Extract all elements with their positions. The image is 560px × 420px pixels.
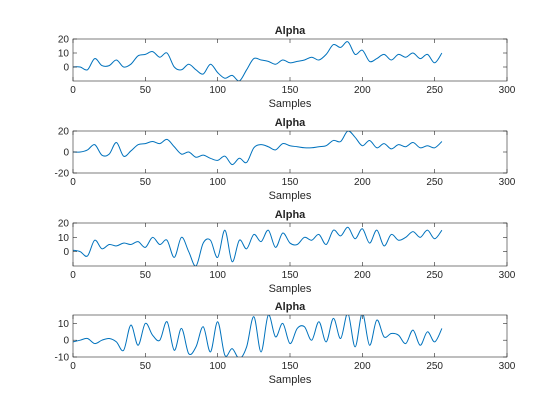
x-tick-label: 100 (209, 85, 226, 96)
x-axis-label: Samples (269, 283, 312, 295)
x-tick-label: 100 (209, 177, 226, 188)
series-line-1 (73, 226, 443, 266)
y-tick-label: 10 (58, 319, 70, 330)
x-tick-label: 50 (140, 177, 152, 188)
x-axis-label: Samples (269, 190, 312, 202)
x-tick-label: 150 (282, 85, 299, 96)
x-tick-label: 150 (282, 270, 299, 281)
subplot-title: Alpha (275, 117, 306, 129)
subplot-3: 0 50 100 150 200 250 300 0 10 20 Alpha Samples (58, 209, 516, 295)
y-tick-label: 0 (63, 247, 69, 258)
series-line-1 (73, 131, 443, 166)
x-axis-label: Samples (269, 374, 312, 386)
x-tick-label: 300 (499, 361, 516, 372)
x-tick-label: 0 (70, 270, 76, 281)
subplot-title: Alpha (275, 209, 306, 221)
x-tick-label: 300 (499, 270, 516, 281)
x-tick-label: 150 (282, 177, 299, 188)
y-tick-label: 20 (58, 127, 70, 138)
subplot-1: 0 50 100 150 200 250 300 0 10 20 Alpha Samples (58, 25, 516, 110)
x-tick-label: 250 (426, 270, 443, 281)
x-tick-label: 150 (282, 361, 299, 372)
y-tick-label: 20 (58, 35, 70, 46)
series-line-1 (73, 41, 443, 81)
x-tick-label: 50 (140, 270, 152, 281)
x-tick-label: 50 (140, 361, 152, 372)
y-tick-label: 20 (58, 219, 70, 230)
subplot-title: Alpha (275, 301, 306, 313)
x-tick-label: 100 (209, 361, 226, 372)
x-tick-label: 300 (499, 85, 516, 96)
x-tick-label: 250 (426, 85, 443, 96)
y-tick-label: 0 (63, 336, 69, 347)
x-tick-label: 0 (70, 361, 76, 372)
y-tick-label: -10 (55, 353, 70, 364)
x-tick-label: 200 (354, 361, 371, 372)
y-tick-label: 10 (58, 233, 70, 244)
y-tick-label: -20 (55, 169, 70, 180)
x-tick-label: 0 (70, 177, 76, 188)
x-tick-label: 250 (426, 361, 443, 372)
x-tick-label: 200 (354, 270, 371, 281)
x-tick-label: 200 (354, 85, 371, 96)
series-line-1 (73, 315, 443, 357)
x-axis-label: Samples (269, 98, 312, 110)
y-tick-label: 0 (63, 63, 69, 74)
x-tick-label: 100 (209, 270, 226, 281)
x-tick-label: 200 (354, 177, 371, 188)
x-tick-label: 300 (499, 177, 516, 188)
x-tick-label: 250 (426, 177, 443, 188)
x-tick-label: 0 (70, 85, 76, 96)
subplot-title: Alpha (275, 25, 306, 37)
y-tick-label: 10 (58, 49, 70, 60)
y-tick-label: 0 (63, 148, 69, 159)
x-tick-label: 50 (140, 85, 152, 96)
